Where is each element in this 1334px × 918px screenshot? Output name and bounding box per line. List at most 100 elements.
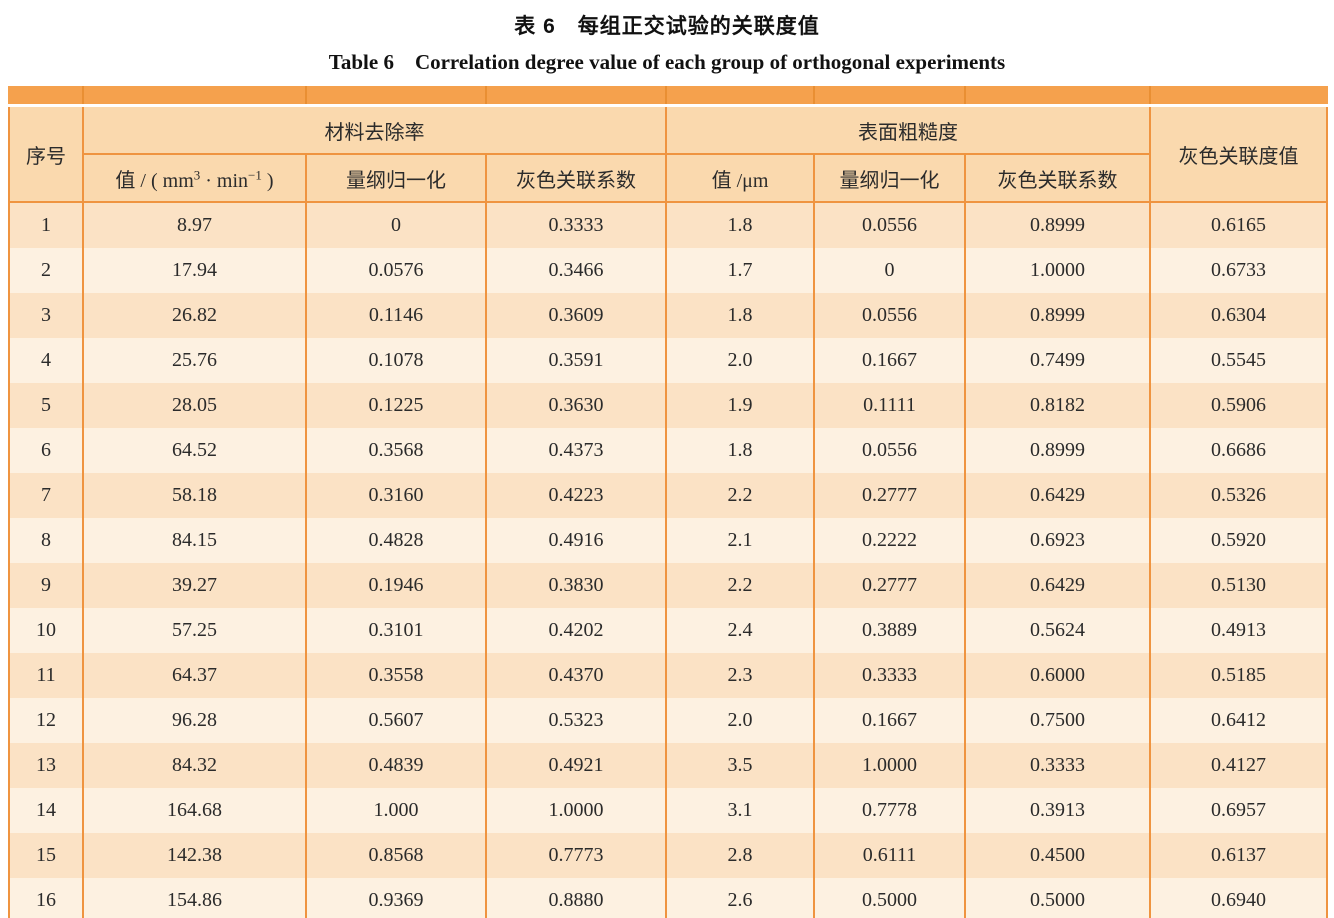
sub-header-mrr-grey: 灰色关联系数 xyxy=(485,154,667,203)
value-cell: 0.6165 xyxy=(1149,202,1328,248)
value-cell: 0.3101 xyxy=(305,608,487,653)
value-cell: 0.2777 xyxy=(813,563,966,608)
value-cell: 0.1146 xyxy=(305,293,487,338)
band-segment xyxy=(964,86,1151,104)
value-cell: 0.8999 xyxy=(964,202,1151,248)
value-cell: 96.28 xyxy=(82,698,307,743)
value-cell: 0.1667 xyxy=(813,338,966,383)
value-cell: 39.27 xyxy=(82,563,307,608)
correlation-table-wrap: 序号 材料去除率 表面粗糙度 灰色关联度值 值 / ( mm3 · min−1 … xyxy=(8,86,1328,918)
value-cell: 0.4500 xyxy=(964,833,1151,878)
value-cell: 0.8999 xyxy=(964,428,1151,473)
value-cell: 2.0 xyxy=(665,698,815,743)
value-cell: 0.5545 xyxy=(1149,338,1328,383)
value-cell: 2.6 xyxy=(665,878,815,918)
value-cell: 0.1667 xyxy=(813,698,966,743)
table-caption-zh: 表 6 每组正交试验的关联度值 xyxy=(514,15,820,38)
value-cell: 0.1111 xyxy=(813,383,966,428)
table-row: 7 58.18 0.3160 0.4223 2.2 0.2777 0.6429 0.5326 xyxy=(8,473,1328,518)
value-cell: 0.5607 xyxy=(305,698,487,743)
value-cell: 0.8999 xyxy=(964,293,1151,338)
value-cell: 1.9 xyxy=(665,383,815,428)
value-cell: 0.3558 xyxy=(305,653,487,698)
value-cell: 0.0556 xyxy=(813,293,966,338)
sub-header-row: 值 / ( mm3 · min−1 ) 量纲归一化 灰色关联系数 值 /μm 量… xyxy=(9,154,1327,203)
sub-header-ra-norm: 量纲归一化 xyxy=(813,154,966,203)
value-cell: 0.3830 xyxy=(485,563,667,608)
value-cell: 64.37 xyxy=(82,653,307,698)
value-cell: 2.0 xyxy=(665,338,815,383)
table-row: 6 64.52 0.3568 0.4373 1.8 0.0556 0.8999 0.6686 xyxy=(8,428,1328,473)
sub-header-mrr-norm: 量纲归一化 xyxy=(305,154,487,203)
table-row: 14 164.68 1.000 1.0000 3.1 0.7778 0.3913 0.6957 xyxy=(8,788,1328,833)
table-row: 3 26.82 0.1146 0.3609 1.8 0.0556 0.8999 0.6304 xyxy=(8,293,1328,338)
value-cell: 0.6000 xyxy=(964,653,1151,698)
value-cell: 1.8 xyxy=(665,202,815,248)
value-cell: 0.0576 xyxy=(305,248,487,293)
value-cell: 84.15 xyxy=(82,518,307,563)
value-cell: 2.8 xyxy=(665,833,815,878)
value-cell: 0.5323 xyxy=(485,698,667,743)
value-cell: 2.2 xyxy=(665,473,815,518)
value-cell: 0.4223 xyxy=(485,473,667,518)
row-index-cell: 16 xyxy=(8,878,84,918)
value-cell: 0.1946 xyxy=(305,563,487,608)
row-index-cell: 3 xyxy=(8,293,84,338)
band-segment xyxy=(813,86,966,104)
value-cell: 1.0000 xyxy=(485,788,667,833)
value-cell: 0.3913 xyxy=(964,788,1151,833)
value-cell: 17.94 xyxy=(82,248,307,293)
table-caption-en: Table 6 Correlation degree value of each… xyxy=(328,50,1006,74)
value-cell: 0 xyxy=(813,248,966,293)
group-header-roughness: 表面粗糙度 xyxy=(665,107,1151,155)
table-row: 13 84.32 0.4839 0.4921 3.5 1.0000 0.3333 0.4127 xyxy=(8,743,1328,788)
table-row: 1 8.97 0 0.3333 1.8 0.0556 0.8999 0.6165 xyxy=(8,202,1328,248)
value-cell: 26.82 xyxy=(82,293,307,338)
value-cell: 0.0556 xyxy=(813,202,966,248)
band-segment xyxy=(665,86,815,104)
row-index-cell: 6 xyxy=(8,428,84,473)
value-cell: 0.4373 xyxy=(485,428,667,473)
value-cell: 0.4921 xyxy=(485,743,667,788)
value-cell: 0.4913 xyxy=(1149,608,1328,653)
value-cell: 0.6111 xyxy=(813,833,966,878)
value-cell: 2.2 xyxy=(665,563,815,608)
row-index-cell: 2 xyxy=(8,248,84,293)
value-cell: 1.000 xyxy=(305,788,487,833)
row-index-cell: 15 xyxy=(8,833,84,878)
row-index-cell: 8 xyxy=(8,518,84,563)
value-cell: 0.4127 xyxy=(1149,743,1328,788)
value-cell: 1.0000 xyxy=(813,743,966,788)
value-cell: 0.3609 xyxy=(485,293,667,338)
table-row: 15 142.38 0.8568 0.7773 2.8 0.6111 0.4500 0.613… xyxy=(8,833,1328,878)
table-row: 5 28.05 0.1225 0.3630 1.9 0.1111 0.8182 0.5906 xyxy=(8,383,1328,428)
value-cell: 8.97 xyxy=(82,202,307,248)
value-cell: 0.0556 xyxy=(813,428,966,473)
value-cell: 0.7500 xyxy=(964,698,1151,743)
value-cell: 0.1078 xyxy=(305,338,487,383)
value-cell: 0.3160 xyxy=(305,473,487,518)
value-cell: 0.7778 xyxy=(813,788,966,833)
value-cell: 0.3333 xyxy=(813,653,966,698)
value-cell: 2.4 xyxy=(665,608,815,653)
grand-header-cell: 灰色关联度值 xyxy=(1149,107,1328,203)
band-segment xyxy=(82,86,307,104)
value-cell: 0.2777 xyxy=(813,473,966,518)
value-cell: 0.1225 xyxy=(305,383,487,428)
value-cell: 0.6923 xyxy=(964,518,1151,563)
row-index-cell: 14 xyxy=(8,788,84,833)
value-cell: 164.68 xyxy=(82,788,307,833)
value-cell: 3.1 xyxy=(665,788,815,833)
value-cell: 0.5906 xyxy=(1149,383,1328,428)
value-cell: 0.8182 xyxy=(964,383,1151,428)
value-cell: 0.3568 xyxy=(305,428,487,473)
band-segment xyxy=(485,86,667,104)
header-band xyxy=(8,86,1328,104)
band-segment xyxy=(1149,86,1328,104)
value-cell: 0.6429 xyxy=(964,563,1151,608)
group-header-row: 序号 材料去除率 表面粗糙度 灰色关联度值 xyxy=(8,107,1328,203)
value-cell: 0.4828 xyxy=(305,518,487,563)
value-cell: 1.0000 xyxy=(964,248,1151,293)
value-cell: 0.6412 xyxy=(1149,698,1328,743)
value-cell: 1.8 xyxy=(665,428,815,473)
